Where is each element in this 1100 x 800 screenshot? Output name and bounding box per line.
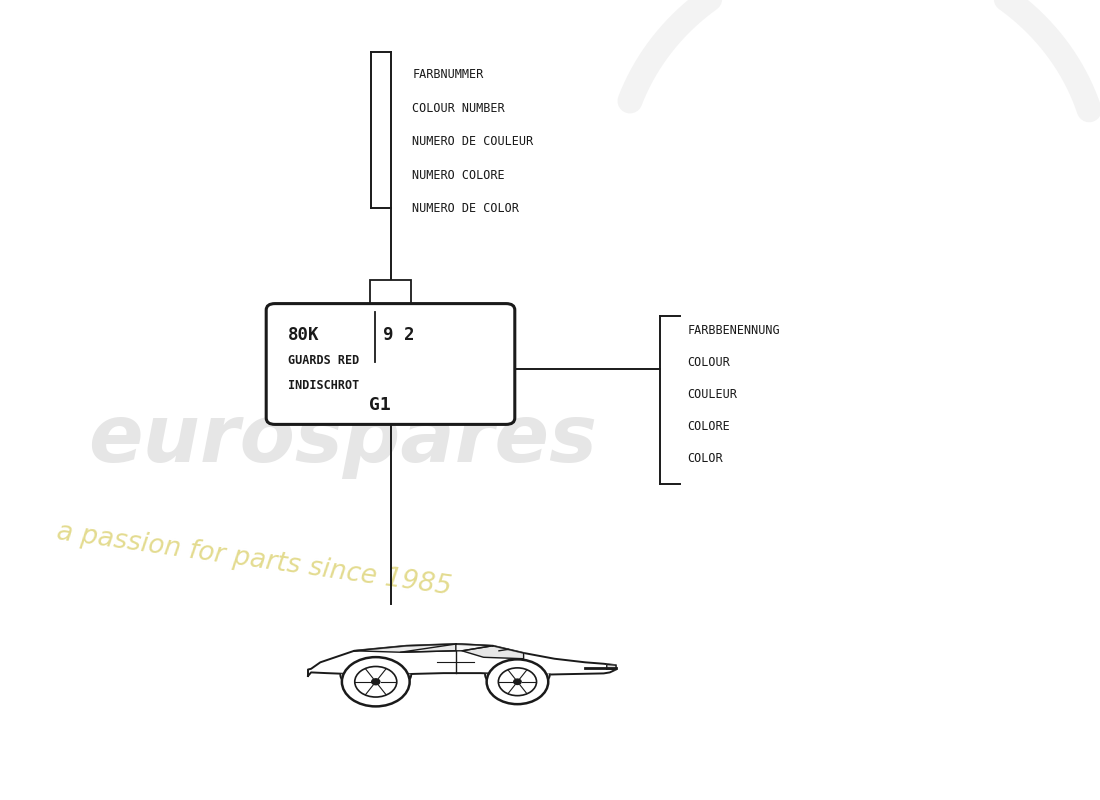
Polygon shape	[340, 674, 411, 691]
Text: COULEUR: COULEUR	[688, 388, 737, 401]
Text: NUMERO COLORE: NUMERO COLORE	[412, 169, 505, 182]
Circle shape	[486, 659, 548, 704]
Circle shape	[372, 679, 379, 685]
Text: FARBBENENNUNG: FARBBENENNUNG	[688, 324, 780, 337]
Polygon shape	[308, 644, 616, 676]
Text: eurospares: eurospares	[88, 401, 597, 479]
Text: COLOUR NUMBER: COLOUR NUMBER	[412, 102, 505, 114]
Text: COLORE: COLORE	[688, 420, 730, 433]
Text: NUMERO DE COLOR: NUMERO DE COLOR	[412, 202, 519, 215]
Text: COLOR: COLOR	[688, 452, 723, 465]
Polygon shape	[462, 646, 524, 658]
Bar	[370, 279, 411, 310]
Text: 9 2: 9 2	[383, 326, 415, 344]
Text: G1: G1	[368, 396, 390, 414]
Polygon shape	[354, 644, 455, 652]
Text: COLOUR: COLOUR	[688, 356, 730, 369]
Text: INDISCHROT: INDISCHROT	[288, 379, 360, 392]
Circle shape	[342, 657, 409, 706]
Text: a passion for parts since 1985: a passion for parts since 1985	[55, 519, 453, 601]
Text: GUARDS RED: GUARDS RED	[288, 354, 360, 367]
Text: FARBNUMMER: FARBNUMMER	[412, 68, 484, 81]
Polygon shape	[485, 674, 550, 690]
FancyBboxPatch shape	[266, 303, 515, 424]
Text: 80K: 80K	[288, 326, 320, 344]
Polygon shape	[400, 644, 493, 652]
Circle shape	[514, 679, 521, 685]
Text: NUMERO DE COULEUR: NUMERO DE COULEUR	[412, 135, 534, 148]
Polygon shape	[607, 665, 616, 670]
